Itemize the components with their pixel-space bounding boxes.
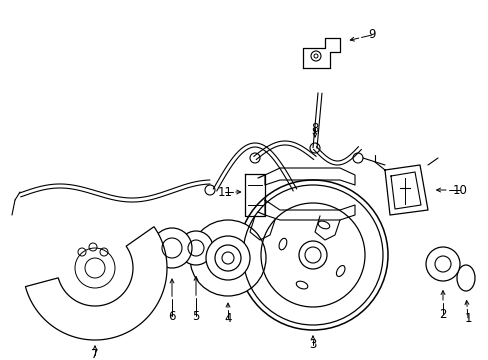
Text: 3: 3	[309, 338, 316, 351]
Ellipse shape	[296, 281, 307, 289]
Ellipse shape	[318, 221, 329, 229]
Circle shape	[425, 247, 459, 281]
Text: 2: 2	[438, 307, 446, 320]
Circle shape	[152, 228, 192, 268]
Text: 1: 1	[463, 311, 471, 324]
Circle shape	[190, 220, 265, 296]
Ellipse shape	[456, 265, 474, 291]
Circle shape	[298, 241, 326, 269]
Text: 8: 8	[311, 122, 318, 135]
Circle shape	[238, 180, 387, 330]
Text: 10: 10	[451, 184, 467, 197]
Circle shape	[179, 231, 213, 265]
Text: 6: 6	[168, 310, 175, 323]
Text: 5: 5	[192, 310, 199, 323]
Text: 9: 9	[367, 28, 375, 41]
Polygon shape	[25, 227, 167, 340]
Ellipse shape	[279, 238, 286, 250]
Text: 4: 4	[224, 311, 231, 324]
Text: 7: 7	[91, 348, 99, 360]
Ellipse shape	[336, 266, 344, 276]
Circle shape	[205, 236, 249, 280]
Text: 11: 11	[217, 185, 232, 198]
